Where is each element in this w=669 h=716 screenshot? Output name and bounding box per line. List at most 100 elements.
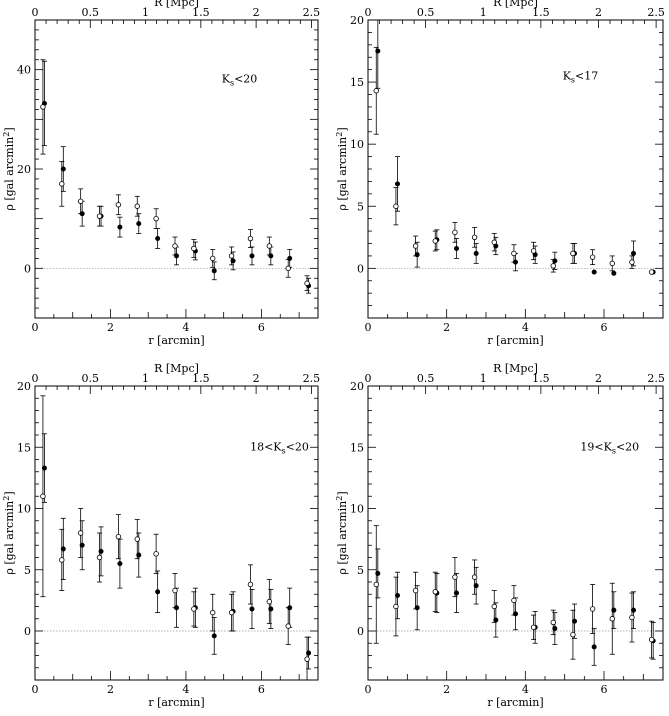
x-tick-label: 6	[601, 321, 608, 334]
data-point-filled	[249, 606, 255, 612]
top-tick-label: 1	[480, 6, 487, 19]
y-axis-label: ρ [gal arcmin2]	[2, 491, 16, 574]
data-point-open	[432, 238, 438, 244]
x-tick-label: 0	[32, 683, 39, 696]
top-tick-label: 2.5	[647, 6, 665, 19]
top-tick-label: 0.5	[82, 372, 100, 385]
data-point-open	[511, 597, 517, 604]
y-tick-label: 5	[357, 564, 364, 577]
data-point-open	[247, 581, 254, 588]
data-point-open	[266, 243, 273, 249]
panel-annotation: 19<Ks<20	[580, 441, 639, 456]
data-point-filled	[155, 236, 161, 242]
y-axis-label: ρ [gal arcmin2]	[335, 127, 349, 210]
data-point-filled	[375, 570, 381, 576]
data-point-open	[134, 203, 140, 209]
data-point-open	[629, 259, 635, 265]
panel-ks-lt-20: R [Mpc] r [arcmin] ρ [gal arcmin2] Ks<20…	[2, 0, 320, 347]
x-tick-label: 4	[522, 683, 529, 696]
data-point-open	[77, 530, 84, 536]
data-point-filled	[230, 258, 236, 264]
data-point-filled	[136, 552, 142, 558]
data-point-open	[228, 253, 235, 259]
x-axis-label: r [arcmin]	[148, 696, 204, 709]
top-tick-label: 0.5	[82, 6, 100, 19]
y-tick-label: 15	[350, 76, 364, 89]
top-tick-label: 1	[480, 372, 487, 385]
top-tick-label: 0	[32, 372, 39, 385]
x-tick-label: 4	[522, 321, 529, 334]
data-point-open	[648, 636, 655, 643]
y-tick-label: 20	[17, 163, 31, 176]
data-point-filled	[79, 542, 85, 548]
data-point-filled	[453, 245, 459, 251]
data-point-open	[570, 631, 576, 638]
data-point-filled	[155, 589, 161, 595]
panel-19-ks-20: R [Mpc] r [arcmin] ρ [gal arcmin2] 19<Ks…	[335, 362, 665, 709]
x-axis-label: r [arcmin]	[487, 334, 543, 347]
y-tick-label: 15	[17, 441, 31, 454]
data-point-open	[373, 88, 379, 94]
data-point-open	[452, 574, 458, 580]
data-point-open	[96, 213, 103, 219]
x-tick-label: 2	[107, 321, 114, 334]
data-point-open	[285, 623, 291, 629]
data-point-filled	[591, 269, 597, 275]
top-tick-label: 2.5	[647, 372, 665, 385]
data-point-open	[285, 265, 291, 272]
y-tick-label: 0	[357, 625, 364, 638]
data-point-filled	[394, 592, 400, 598]
plot-frame	[367, 19, 664, 319]
panel-18-ks-20: R [Mpc] r [arcmin] ρ [gal arcmin2] 18<Ks…	[2, 362, 320, 709]
data-point-open	[77, 198, 84, 204]
data-point-filled	[136, 221, 142, 227]
top-tick-label: 1	[142, 6, 149, 19]
data-point-open	[393, 603, 399, 610]
data-point-open	[491, 603, 497, 610]
data-point-filled	[249, 253, 255, 259]
top-axis-label: R [Mpc]	[154, 0, 199, 9]
x-tick-label: 2	[443, 321, 450, 334]
data-point-open	[191, 606, 197, 612]
y-tick-label: 20	[350, 380, 364, 393]
top-tick-label: 1.5	[192, 6, 210, 19]
top-tick-label: 0.5	[417, 372, 435, 385]
data-point-open	[393, 203, 399, 209]
panel-annotation: Ks<20	[222, 73, 258, 88]
x-tick-label: 2	[443, 683, 450, 696]
data-point-open	[412, 243, 419, 249]
data-point-open	[153, 215, 159, 222]
plot-frame	[34, 19, 319, 319]
y-axis-label: ρ [gal arcmin2]	[2, 127, 16, 210]
data-point-open	[589, 254, 596, 260]
panel-ks-lt-17: R [Mpc] r [arcmin] ρ [gal arcmin2] Ks<17…	[335, 0, 665, 347]
top-axis-label: R [Mpc]	[493, 0, 538, 9]
data-point-filled	[630, 250, 636, 256]
top-tick-label: 1	[142, 372, 149, 385]
x-tick-label: 0	[365, 321, 372, 334]
data-point-open	[304, 280, 310, 286]
top-tick-label: 0	[365, 6, 372, 19]
data-point-open	[432, 589, 438, 595]
data-point-filled	[211, 268, 217, 274]
data-point-filled	[41, 465, 47, 471]
data-point-open	[530, 248, 537, 254]
top-tick-label: 2.5	[303, 6, 321, 19]
data-point-open	[629, 614, 635, 621]
y-tick-label: 10	[350, 503, 364, 516]
data-point-filled	[117, 561, 123, 567]
panel-annotation: 18<Ks<20	[250, 441, 309, 456]
data-point-open	[589, 606, 596, 612]
x-tick-label: 2	[107, 683, 114, 696]
data-point-filled	[394, 181, 400, 187]
data-point-open	[59, 557, 65, 563]
x-tick-label: 6	[258, 321, 265, 334]
y-tick-label: 0	[24, 625, 31, 638]
data-point-open	[648, 269, 655, 275]
data-point-filled	[611, 607, 617, 613]
data-point-open	[96, 554, 103, 561]
data-point-filled	[611, 270, 617, 276]
top-tick-label: 0	[365, 372, 372, 385]
data-point-filled	[473, 250, 479, 256]
